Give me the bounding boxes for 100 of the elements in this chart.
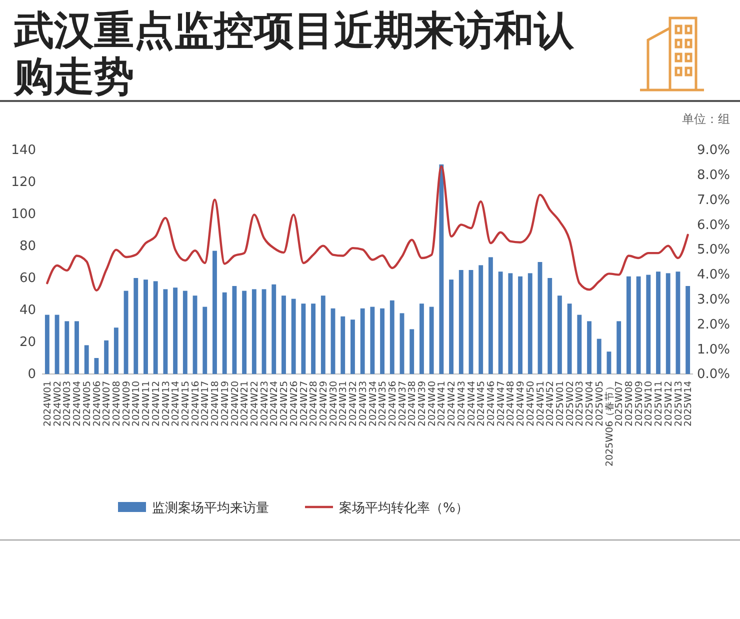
bar xyxy=(84,345,89,374)
x-tick-label: 2024W51 xyxy=(535,380,546,426)
x-tick-label: 2024W25 xyxy=(279,380,290,426)
x-tick-label: 2024W45 xyxy=(476,380,488,426)
bar xyxy=(340,316,346,374)
bar xyxy=(291,298,296,374)
y-tick-label: 40 xyxy=(19,303,36,318)
bar xyxy=(548,278,552,374)
x-tick-label: 2025W08 xyxy=(624,380,636,426)
x-tick-label: 2024W36 xyxy=(387,380,398,426)
bar xyxy=(626,276,631,374)
x-tick-label: 2024W17 xyxy=(200,380,212,426)
y-tick-label: 60 xyxy=(19,271,36,286)
line-series xyxy=(46,165,689,292)
x-tick-label: 2024W19 xyxy=(220,380,231,426)
bar xyxy=(439,164,444,374)
chart-title: 武汉重点监控项目近期来访和认购走势 xyxy=(13,8,575,100)
bar xyxy=(360,308,365,374)
x-tick-label: 2024W06 xyxy=(92,380,103,426)
x-tick-label: 2025W01 xyxy=(555,380,566,426)
bar xyxy=(192,296,198,374)
x-tick-label: 2024W42 xyxy=(446,380,458,426)
x-tick-label: 2024W37 xyxy=(397,380,408,426)
bar xyxy=(104,340,109,374)
bar xyxy=(153,281,158,374)
bar xyxy=(419,304,424,374)
x-tick-label: 2024W28 xyxy=(308,380,320,426)
bar xyxy=(242,290,247,374)
bar xyxy=(468,270,474,374)
x-tick-label: 2024W43 xyxy=(456,380,468,426)
x-tick-label: 2024W30 xyxy=(328,380,340,426)
x-tick-label: 2024W15 xyxy=(180,380,192,426)
y2-tick-label: 4.0% xyxy=(697,268,730,283)
x-tick-label: 2024W29 xyxy=(318,380,330,426)
x-tick-label: 2025W02 xyxy=(564,380,576,426)
bar xyxy=(202,306,208,374)
bar xyxy=(173,288,178,374)
x-tick-label: 2024W22 xyxy=(249,380,260,426)
x-tick-label: 2025W11 xyxy=(654,380,665,426)
bar xyxy=(528,273,532,374)
bar xyxy=(596,338,602,374)
x-tick-label: 2024W49 xyxy=(516,380,527,426)
bar xyxy=(232,286,237,374)
bar xyxy=(350,320,355,374)
bar xyxy=(616,321,622,374)
x-tick-label: 2024W09 xyxy=(121,380,132,426)
x-tick-label: 2025W07 xyxy=(614,380,626,426)
x-tick-label: 2024W20 xyxy=(230,380,241,426)
x-tick-label: 2025W14 xyxy=(683,380,694,426)
bar xyxy=(508,273,513,374)
x-tick-label: 2024W23 xyxy=(259,380,270,426)
bar xyxy=(538,262,542,374)
x-tick-label: 2024W52 xyxy=(545,380,556,426)
x-tick-label: 2025W13 xyxy=(673,380,684,426)
bar xyxy=(498,272,503,374)
x-tick-label: 2024W48 xyxy=(506,380,517,426)
bar xyxy=(124,290,128,374)
x-tick-label: 2024W31 xyxy=(338,380,350,426)
y2-tick-label: 9.0% xyxy=(697,143,730,158)
bar xyxy=(449,280,454,374)
bar xyxy=(686,286,690,374)
bar xyxy=(458,270,464,374)
x-tick-label: 2024W02 xyxy=(52,380,64,426)
bar xyxy=(370,306,375,374)
bar xyxy=(114,328,118,374)
x-tick-label: 2025W12 xyxy=(663,380,674,426)
x-tick-label: 2024W47 xyxy=(496,380,507,426)
bar xyxy=(222,292,227,374)
bar xyxy=(144,280,148,374)
x-tick-label: 2024W12 xyxy=(150,380,162,426)
bar xyxy=(606,352,612,374)
x-tick-label: 2024W40 xyxy=(426,380,438,426)
bar xyxy=(518,276,522,374)
bar xyxy=(557,296,562,374)
bar xyxy=(410,329,414,374)
x-tick-label: 2024W34 xyxy=(368,380,379,426)
y2-tick-label: 0.0% xyxy=(697,367,730,382)
bar xyxy=(272,284,276,374)
x-tick-label: 2024W01 xyxy=(42,380,54,426)
y2-tick-label: 5.0% xyxy=(697,242,730,258)
x-tick-label: 2024W16 xyxy=(190,380,202,426)
x-tick-label: 2025W06（春节） xyxy=(603,380,616,466)
bar xyxy=(577,314,582,374)
y2-tick-label: 6.0% xyxy=(697,218,730,233)
bar xyxy=(567,304,572,374)
x-tick-label: 2024W03 xyxy=(62,380,74,426)
y2-tick-label: 8.0% xyxy=(697,168,730,184)
bar xyxy=(676,272,680,374)
x-tick-label: 2025W10 xyxy=(644,380,655,426)
bar xyxy=(311,304,316,374)
bar xyxy=(587,321,592,374)
x-tick-label: 2024W44 xyxy=(466,380,478,426)
y-tick-label: 80 xyxy=(19,239,36,254)
y-tick-label: 140 xyxy=(11,143,36,158)
bar xyxy=(320,296,326,374)
x-tick-label: 2025W03 xyxy=(574,380,586,426)
bar xyxy=(636,276,641,374)
x-tick-label: 2024W05 xyxy=(82,380,93,426)
bar xyxy=(94,358,99,374)
x-tick-label: 2024W08 xyxy=(111,380,122,426)
